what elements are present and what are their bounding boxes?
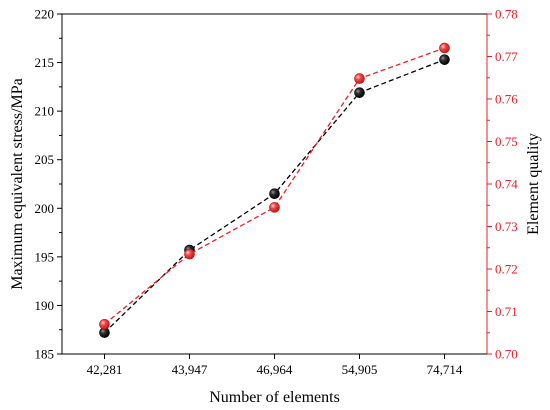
left-axis-title: Maximum equivalent stress/MPa	[9, 78, 26, 290]
left-tick-label: 195	[35, 249, 55, 264]
series-2-point	[354, 73, 365, 84]
left-tick-label: 200	[35, 201, 55, 216]
right-tick-label: 0.72	[495, 262, 518, 277]
left-tick-label: 185	[35, 347, 55, 362]
right-tick-label: 0.78	[495, 7, 518, 22]
right-tick-label: 0.75	[495, 134, 518, 149]
right-axis-ticks: 0.70 0.71 0.72 0.73 0.74 0.75 0.76 0.77 0.78	[487, 7, 518, 362]
series-2-point	[269, 202, 280, 213]
x-axis-ticks: 42,281 43,947 46,964 54,905 74,714	[87, 354, 463, 377]
plot-frame	[61, 13, 488, 355]
series-1-point	[439, 54, 450, 65]
series-2-point	[184, 248, 195, 260]
x-tick-label: 43,947	[172, 362, 208, 377]
series-2-point	[439, 42, 450, 54]
x-tick-label: 42,281	[87, 362, 123, 377]
right-tick-label: 0.71	[495, 304, 518, 319]
right-tick-label: 0.73	[495, 219, 518, 234]
series-layer	[99, 42, 450, 338]
right-axis-title: Element quality	[525, 133, 542, 235]
left-tick-label: 210	[35, 104, 55, 119]
left-tick-label: 205	[35, 152, 55, 167]
x-axis-title: Number of elements	[209, 389, 340, 406]
left-tick-label: 215	[35, 55, 55, 70]
left-tick-label: 190	[35, 298, 55, 313]
series-2-line	[104, 47, 445, 325]
series-1-point	[269, 188, 280, 200]
right-tick-label: 0.76	[495, 92, 518, 107]
right-tick-label: 0.77	[495, 49, 518, 64]
right-tick-label: 0.74	[495, 177, 518, 192]
right-tick-label: 0.70	[495, 347, 518, 362]
series-1-point	[354, 87, 365, 98]
left-tick-label: 220	[35, 7, 55, 22]
left-axis-ticks: 185 190 195 200 205 210 215 220	[35, 7, 62, 362]
x-tick-label: 54,905	[342, 362, 378, 377]
series-2-point	[99, 318, 110, 330]
x-tick-label: 74,714	[427, 362, 463, 377]
x-tick-label: 46,964	[257, 362, 293, 377]
